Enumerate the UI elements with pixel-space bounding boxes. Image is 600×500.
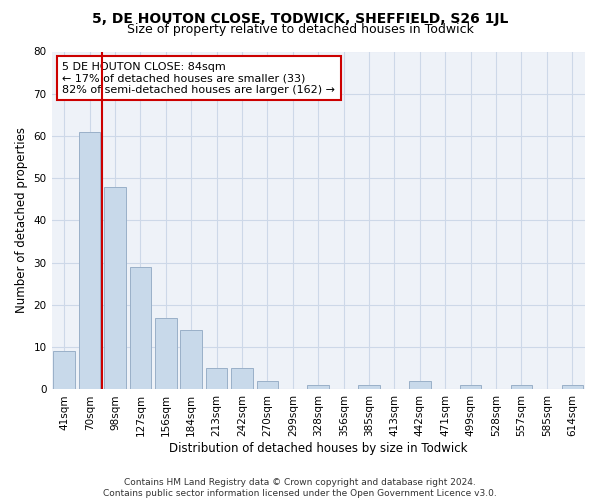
- Bar: [358, 385, 380, 390]
- Text: Size of property relative to detached houses in Todwick: Size of property relative to detached ho…: [127, 22, 473, 36]
- Text: Contains HM Land Registry data © Crown copyright and database right 2024.
Contai: Contains HM Land Registry data © Crown c…: [103, 478, 497, 498]
- Bar: [460, 385, 481, 390]
- Bar: [231, 368, 253, 390]
- Bar: [130, 267, 151, 390]
- Y-axis label: Number of detached properties: Number of detached properties: [15, 128, 28, 314]
- Bar: [562, 385, 583, 390]
- Bar: [511, 385, 532, 390]
- Text: 5 DE HOUTON CLOSE: 84sqm
← 17% of detached houses are smaller (33)
82% of semi-d: 5 DE HOUTON CLOSE: 84sqm ← 17% of detach…: [62, 62, 335, 95]
- Bar: [79, 132, 100, 390]
- Text: 5, DE HOUTON CLOSE, TODWICK, SHEFFIELD, S26 1JL: 5, DE HOUTON CLOSE, TODWICK, SHEFFIELD, …: [92, 12, 508, 26]
- Bar: [206, 368, 227, 390]
- Bar: [53, 352, 75, 390]
- Bar: [181, 330, 202, 390]
- Bar: [104, 186, 126, 390]
- Bar: [155, 318, 176, 390]
- Bar: [257, 381, 278, 390]
- X-axis label: Distribution of detached houses by size in Todwick: Distribution of detached houses by size …: [169, 442, 467, 455]
- Bar: [409, 381, 431, 390]
- Bar: [307, 385, 329, 390]
